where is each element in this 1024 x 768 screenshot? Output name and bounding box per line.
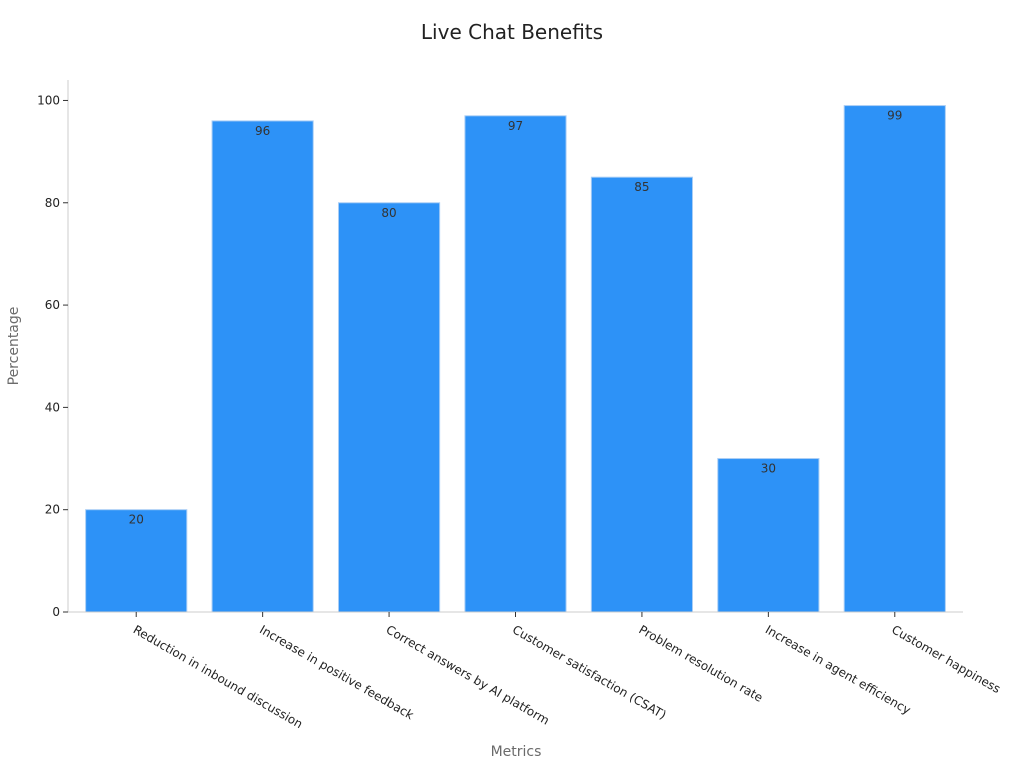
bar — [211, 120, 314, 613]
y-tick-label: 0 — [52, 605, 60, 619]
bar — [590, 176, 693, 613]
bar-value-label: 96 — [255, 124, 270, 138]
bar — [843, 105, 946, 613]
y-tick-label: 80 — [45, 196, 60, 210]
y-tick-label: 20 — [45, 503, 60, 517]
bar — [717, 458, 820, 613]
x-tick-label: Problem resolution rate — [636, 622, 765, 704]
x-tick-label-line: Increase in agent efficiency — [763, 622, 913, 717]
y-tick-label: 100 — [37, 93, 60, 107]
bar — [338, 202, 441, 613]
bar-value-label: 85 — [634, 180, 649, 194]
chart-title: Live Chat Benefits — [420, 20, 604, 44]
y-tick-label: 40 — [45, 400, 60, 414]
bar-value-label: 30 — [761, 462, 776, 476]
y-axis-title: Percentage — [6, 307, 22, 386]
x-tick-label-line: Problem resolution rate — [636, 622, 765, 704]
bar-value-label: 97 — [508, 119, 523, 133]
bar-value-label: 20 — [129, 513, 144, 527]
y-tick-label: 60 — [45, 298, 60, 312]
bar — [464, 115, 567, 613]
data-labels-layer: 20 96 80 97 85 30 99 — [129, 109, 903, 527]
x-tick-label: Customer happiness — [889, 622, 1003, 696]
bar-value-label: 80 — [381, 206, 396, 220]
x-tick-label-line: Customer happiness — [889, 622, 1003, 696]
bar-value-label: 99 — [887, 109, 902, 123]
x-axis-title: Metrics — [491, 744, 542, 760]
x-tick-label: Increase in agent efficiency — [763, 622, 913, 717]
bar — [85, 509, 188, 613]
bars-layer — [85, 105, 946, 613]
